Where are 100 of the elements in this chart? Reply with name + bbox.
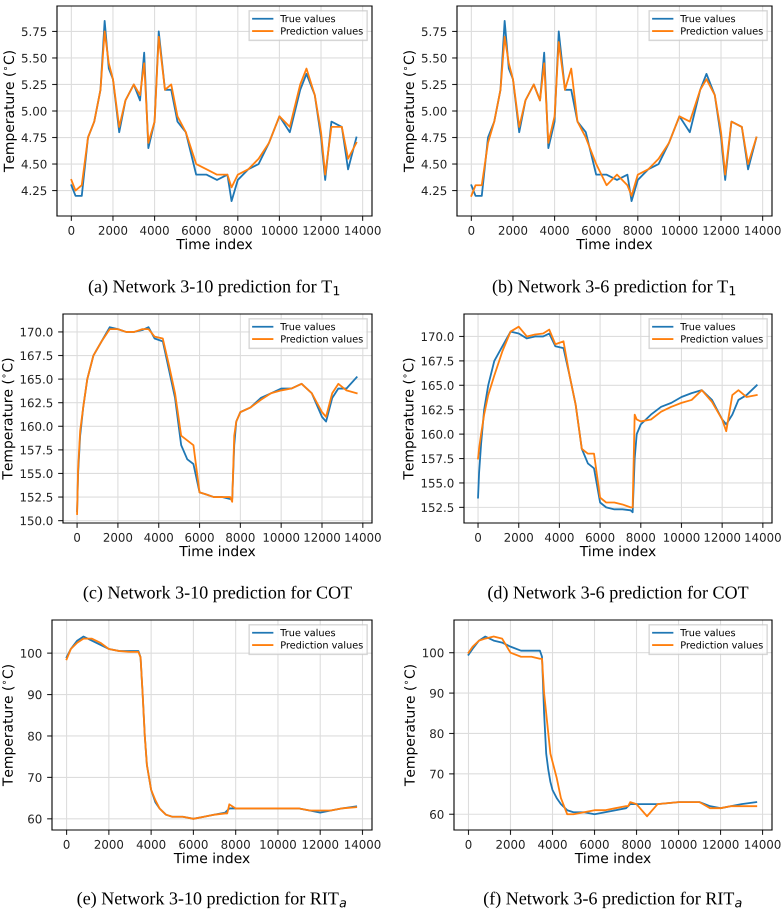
- y-tick-label: 90: [28, 690, 42, 700]
- legend-label: True values: [280, 14, 336, 22]
- y-tick-label: 100: [21, 648, 42, 658]
- x-tick-label: 14000: [745, 840, 781, 849]
- x-axis-title: Time index: [574, 852, 651, 864]
- y-tick-label: 157.5: [422, 454, 454, 464]
- y-tick-label: 4.50: [22, 160, 46, 169]
- y-tick-label: 60: [28, 814, 42, 824]
- y-tick-label: 5.50: [22, 54, 46, 63]
- x-tick-label: 6000: [586, 532, 614, 542]
- x-tick-label: 2000: [98, 226, 128, 235]
- x-tick-label: 8000: [626, 532, 656, 542]
- x-tick-label: 10000: [262, 226, 298, 235]
- x-axis-title: Time index: [179, 546, 256, 556]
- y-tick-label: 80: [28, 732, 42, 741]
- x-tick-label: 4000: [136, 840, 166, 849]
- x-tick-label: 10000: [264, 532, 300, 542]
- x-tick-label: 0: [475, 532, 482, 542]
- y-tick-label: 5.50: [422, 54, 446, 63]
- y-tick-label: 152.5: [20, 492, 52, 502]
- legend-label: Prediction values: [281, 335, 363, 343]
- y-tick-label: 100: [423, 648, 444, 658]
- y-tick-label: 165.0: [422, 381, 454, 390]
- legend-label: Prediction values: [281, 27, 363, 35]
- y-tick-label: 90: [430, 688, 444, 698]
- x-tick-label: 4000: [144, 532, 173, 542]
- x-axis-title: Time index: [176, 238, 252, 250]
- y-tick-label: 170.0: [422, 332, 454, 342]
- y-axis-title: Temperature ($^{∘}$C): [402, 358, 416, 480]
- y-tick-label: 150.0: [20, 516, 52, 526]
- y-tick-label: 155.0: [422, 478, 454, 488]
- x-tick-label: 0: [468, 226, 474, 235]
- y-tick-label: 160.0: [422, 430, 454, 439]
- y-axis-title: Temperature ($^{∘}$C): [404, 665, 418, 786]
- y-tick-label: 4.75: [422, 133, 446, 142]
- y-axis-title: Temperature ($^{∘}$C): [2, 665, 16, 786]
- text: (c) Network 3-10 prediction for COT: [84, 586, 352, 602]
- text: (f) Network 3-6 prediction for RIT$_{a}$: [484, 892, 742, 908]
- x-tick-label: 2000: [94, 840, 124, 849]
- x-tick-label: 10000: [664, 532, 700, 542]
- x-tick-label: 8000: [622, 840, 651, 849]
- x-tick-label: 6000: [182, 226, 210, 235]
- x-tick-label: 4000: [540, 226, 569, 235]
- x-tick-label: 8000: [221, 840, 250, 849]
- y-tick-label: 170.0: [20, 328, 52, 337]
- x-tick-label: 8000: [226, 532, 255, 542]
- y-tick-label: 4.25: [422, 186, 446, 196]
- y-tick-label: 4.75: [22, 133, 46, 142]
- x-tick-label: 2000: [496, 840, 525, 849]
- x-axis-title: Time index: [576, 238, 652, 250]
- y-axis-title: Temperature ($^{∘}$C): [3, 51, 17, 172]
- y-tick-label: 5.25: [422, 80, 446, 90]
- y-tick-label: 152.5: [422, 503, 454, 512]
- y-tick-label: 167.5: [422, 356, 454, 366]
- x-tick-label: 4000: [140, 226, 169, 235]
- y-axis-title: Temperature ($^{∘}$C): [2, 358, 16, 480]
- y-tick-label: 5.25: [22, 80, 46, 90]
- x-tick-label: 6000: [580, 840, 609, 849]
- y-tick-label: 4.25: [22, 186, 46, 196]
- x-tick-label: 6000: [582, 226, 610, 235]
- legend-label: Prediction values: [681, 641, 763, 649]
- x-tick-label: 12000: [304, 226, 340, 235]
- x-tick-label: 6000: [185, 532, 214, 542]
- y-tick-label: 5.75: [422, 27, 446, 36]
- text: (a) Network 3-10 prediction for T$_{1}$: [88, 280, 340, 296]
- x-tick-label: 2000: [498, 226, 528, 235]
- text: (d) Network 3-6 prediction for COT: [488, 586, 748, 602]
- x-tick-label: 0: [74, 532, 80, 542]
- y-tick-label: 167.5: [20, 351, 52, 360]
- text: (e) Network 3-10 prediction for RIT$_{a}$: [77, 892, 346, 908]
- x-tick-label: 10000: [260, 840, 296, 849]
- y-tick-label: 5.00: [422, 106, 446, 116]
- x-tick-label: 2000: [504, 532, 533, 542]
- y-tick-label: 162.5: [20, 398, 52, 408]
- text: (b) Network 3-6 prediction for T$_{1}$: [492, 280, 736, 296]
- x-tick-label: 14000: [345, 226, 381, 235]
- x-tick-label: 12000: [304, 532, 340, 542]
- legend-label: True values: [280, 322, 336, 330]
- y-tick-label: 5.00: [22, 106, 46, 116]
- y-tick-label: 160.0: [20, 422, 52, 431]
- y-tick-label: 155.0: [20, 469, 52, 478]
- y-axis-title: Temperature ($^{∘}$C): [403, 51, 417, 172]
- x-tick-label: 10000: [661, 840, 697, 849]
- x-tick-label: 12000: [704, 226, 740, 235]
- y-tick-label: 165.0: [20, 374, 52, 384]
- legend-label: Prediction values: [681, 27, 763, 35]
- legend-label: Prediction values: [281, 641, 363, 649]
- x-tick-label: 12000: [703, 840, 739, 849]
- x-tick-label: 14000: [745, 226, 781, 235]
- y-tick-label: 4.50: [422, 160, 446, 169]
- y-tick-label: 5.75: [22, 27, 46, 36]
- y-tick-label: 70: [28, 773, 42, 782]
- y-tick-label: 80: [430, 729, 444, 738]
- legend-label: True values: [680, 322, 736, 330]
- x-tick-label: 12000: [302, 840, 338, 849]
- legend-label: Prediction values: [681, 335, 763, 343]
- x-tick-label: 14000: [345, 532, 381, 542]
- x-tick-label: 0: [466, 840, 472, 849]
- x-tick-label: 6000: [179, 840, 208, 849]
- y-tick-label: 70: [430, 770, 444, 779]
